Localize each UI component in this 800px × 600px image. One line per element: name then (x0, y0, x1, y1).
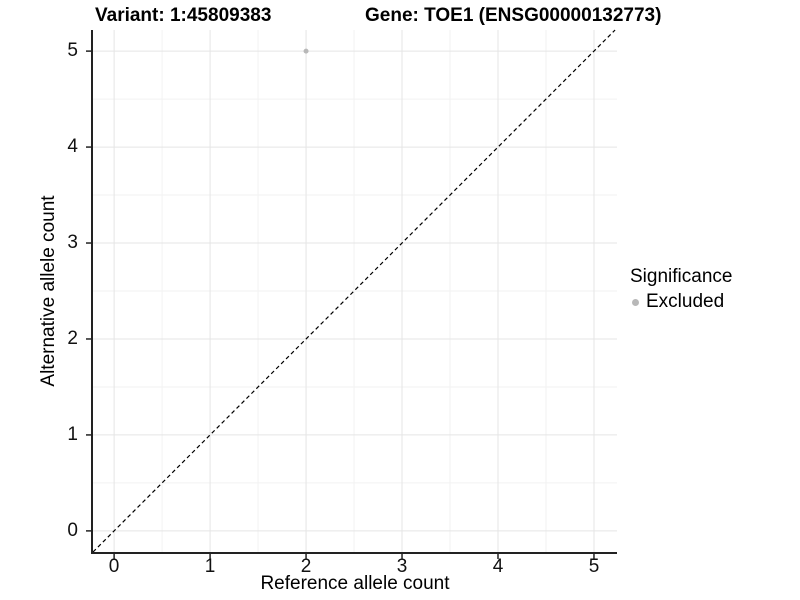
legend: Significance Excluded (630, 266, 732, 313)
y-tick-label-4: 4 (67, 136, 78, 157)
variant-title: Variant: 1:45809383 (95, 5, 272, 26)
y-tick-label-3: 3 (67, 232, 78, 253)
y-axis-label: Alternative allele count (38, 195, 59, 387)
y-tick-label-5: 5 (67, 40, 78, 61)
x-tick-label-3: 3 (396, 556, 408, 577)
excluded-point-icon (632, 298, 639, 306)
data-point (303, 48, 309, 54)
x-tick-label-0: 0 (108, 556, 120, 577)
x-tick-label-5: 5 (588, 556, 600, 577)
y-tick-label-0: 0 (67, 520, 78, 541)
legend-title: Significance (630, 266, 733, 287)
x-tick-label-2: 2 (300, 556, 312, 577)
y-tick-label-2: 2 (67, 328, 78, 349)
legend-item-excluded: Excluded (630, 291, 732, 313)
legend-item-label: Excluded (646, 291, 725, 312)
x-tick-label-4: 4 (492, 556, 504, 577)
gene-title: Gene: TOE1 (ENSG00000132773) (365, 5, 662, 26)
x-axis-label: Reference allele count (260, 573, 450, 594)
y-tick-label-1: 1 (67, 424, 78, 445)
x-tick-label-1: 1 (204, 556, 216, 577)
